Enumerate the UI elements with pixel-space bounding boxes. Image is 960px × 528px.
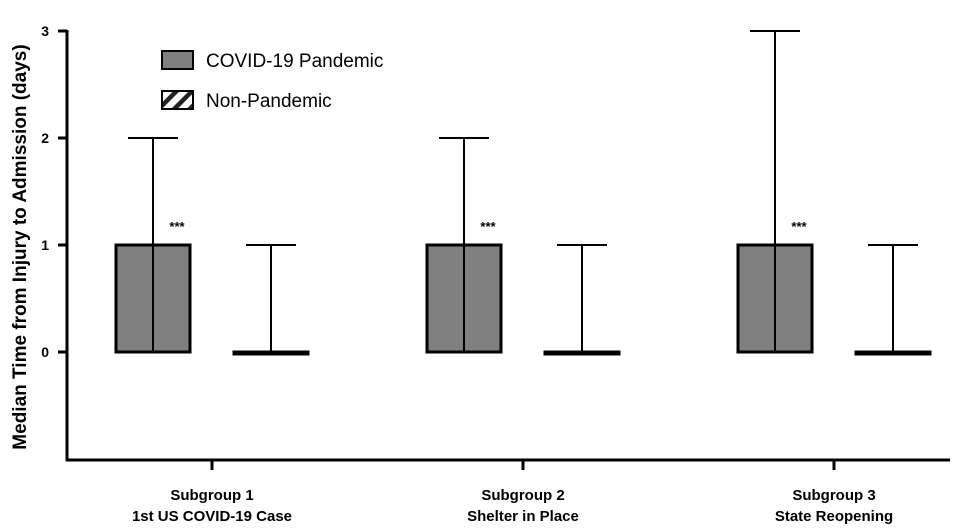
category-label: Subgroup 1 [170,487,253,504]
legend: COVID-19 Pandemic Non-Pandemic [161,50,383,112]
bar-non-pandemic-3 [854,350,932,356]
significance-label: *** [480,219,496,234]
significance-label: *** [169,219,185,234]
y-tick-label: 0 [41,344,49,360]
error-bars [128,30,918,353]
significance-labels: *** *** *** [169,219,807,234]
y-tick-label: 3 [41,23,49,39]
category-label: Shelter in Place [467,508,579,525]
bar-non-pandemic-1 [232,350,310,356]
bar-non-pandemic-2 [543,350,621,356]
legend-label-non-pandemic: Non-Pandemic [206,91,332,112]
category-label: Subgroup 3 [792,487,875,504]
legend-swatch-non-pandemic [161,90,194,110]
category-label: Subgroup 2 [481,487,564,504]
x-axis-ticks: Subgroup 1 1st US COVID-19 Case Subgroup 2… [132,460,893,525]
y-axis-ticks: 0 1 2 3 [41,23,67,360]
category-label: State Reopening [775,508,893,525]
significance-label: *** [791,219,807,234]
legend-swatch-covid [161,50,194,70]
legend-label-covid: COVID-19 Pandemic [206,51,383,72]
y-tick-label: 2 [41,130,49,146]
y-axis-label: Median Time from Injury to Admission (da… [10,44,31,449]
category-label: 1st US COVID-19 Case [132,508,292,525]
y-tick-label: 1 [41,237,49,253]
bars [114,243,932,356]
